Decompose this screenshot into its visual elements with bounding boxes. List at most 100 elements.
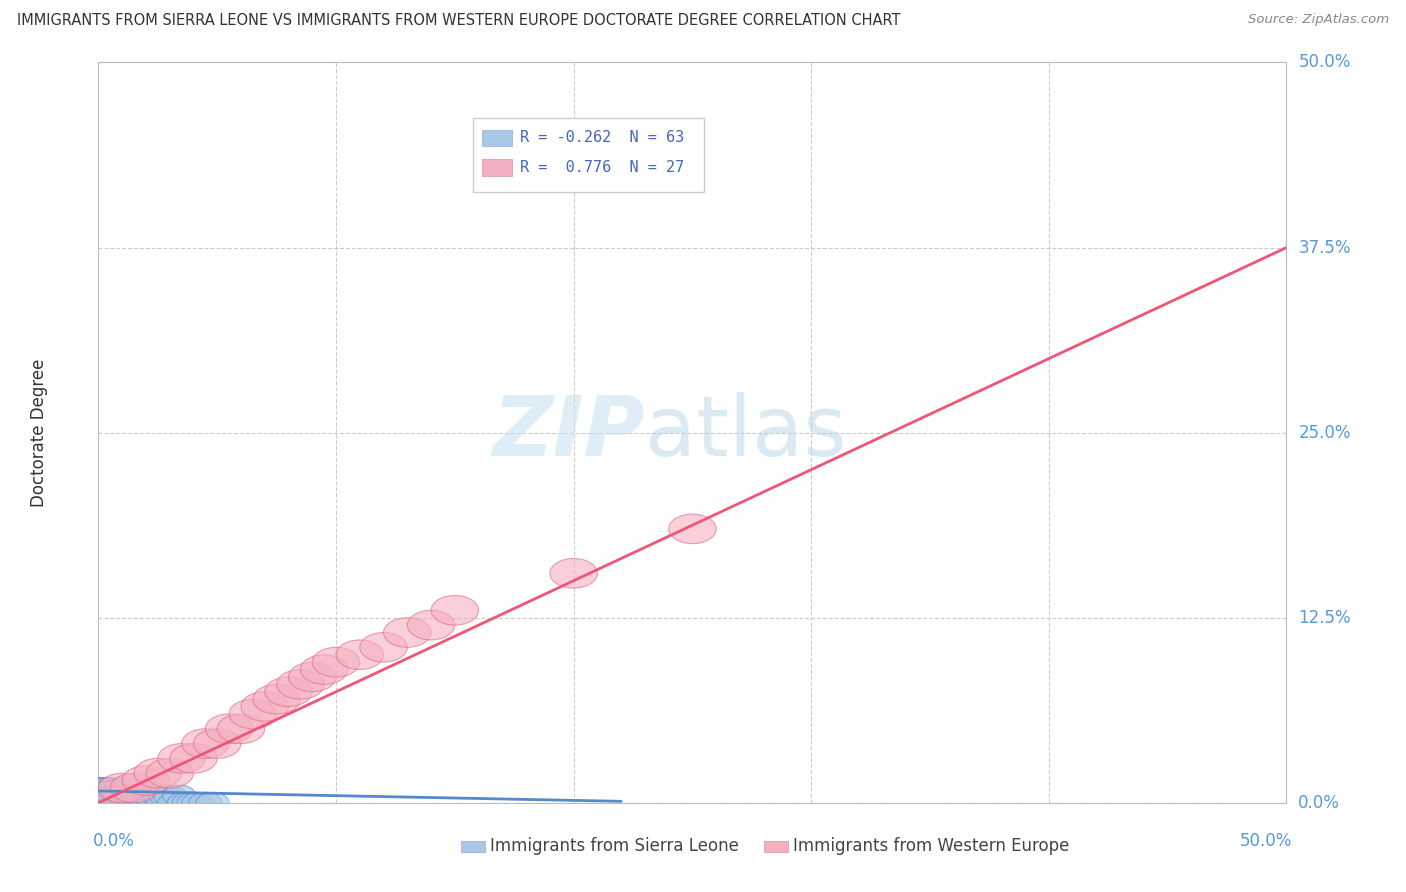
- Text: 12.5%: 12.5%: [1298, 608, 1351, 627]
- Circle shape: [110, 773, 157, 803]
- Circle shape: [129, 792, 163, 814]
- Circle shape: [312, 648, 360, 677]
- Circle shape: [205, 714, 253, 744]
- Circle shape: [384, 617, 432, 648]
- Text: Source: ZipAtlas.com: Source: ZipAtlas.com: [1249, 13, 1389, 27]
- Circle shape: [98, 792, 132, 814]
- Circle shape: [120, 785, 153, 805]
- Circle shape: [177, 792, 209, 814]
- Circle shape: [134, 758, 181, 788]
- Text: Immigrants from Western Europe: Immigrants from Western Europe: [793, 838, 1070, 855]
- Text: 50.0%: 50.0%: [1240, 832, 1292, 850]
- Circle shape: [118, 792, 150, 814]
- Circle shape: [98, 785, 132, 805]
- Circle shape: [108, 785, 141, 805]
- Circle shape: [122, 785, 156, 805]
- Circle shape: [105, 785, 139, 805]
- Text: atlas: atlas: [645, 392, 846, 473]
- Circle shape: [170, 744, 217, 773]
- Circle shape: [110, 785, 143, 805]
- Circle shape: [146, 758, 194, 788]
- Circle shape: [94, 792, 127, 814]
- Circle shape: [82, 792, 115, 814]
- Circle shape: [264, 677, 312, 706]
- Circle shape: [188, 792, 222, 814]
- Circle shape: [167, 792, 201, 814]
- Circle shape: [277, 670, 325, 699]
- Circle shape: [98, 773, 146, 803]
- FancyBboxPatch shape: [472, 118, 704, 192]
- Circle shape: [669, 514, 716, 543]
- Circle shape: [82, 778, 115, 798]
- FancyBboxPatch shape: [482, 130, 512, 146]
- Circle shape: [408, 610, 456, 640]
- Text: Doctorate Degree: Doctorate Degree: [30, 359, 48, 507]
- Circle shape: [253, 684, 301, 714]
- Circle shape: [194, 729, 240, 758]
- Circle shape: [136, 792, 170, 814]
- Circle shape: [87, 792, 120, 814]
- Circle shape: [288, 662, 336, 692]
- Circle shape: [94, 778, 127, 798]
- Circle shape: [125, 785, 157, 805]
- Circle shape: [84, 792, 118, 814]
- Text: 25.0%: 25.0%: [1298, 424, 1351, 442]
- Circle shape: [118, 785, 150, 805]
- Circle shape: [157, 744, 205, 773]
- FancyBboxPatch shape: [461, 840, 485, 853]
- Circle shape: [89, 778, 122, 798]
- FancyBboxPatch shape: [482, 160, 512, 176]
- Circle shape: [96, 785, 129, 805]
- Circle shape: [132, 785, 165, 805]
- Circle shape: [240, 692, 288, 722]
- Circle shape: [84, 785, 118, 805]
- Circle shape: [89, 785, 122, 805]
- Circle shape: [82, 792, 115, 814]
- Circle shape: [148, 785, 181, 805]
- Circle shape: [153, 785, 187, 805]
- Circle shape: [134, 785, 167, 805]
- FancyBboxPatch shape: [763, 840, 787, 853]
- Circle shape: [103, 792, 136, 814]
- Circle shape: [550, 558, 598, 588]
- Circle shape: [110, 792, 143, 814]
- Text: R =  0.776  N = 27: R = 0.776 N = 27: [520, 160, 685, 175]
- Circle shape: [127, 785, 160, 805]
- Circle shape: [172, 792, 205, 814]
- Circle shape: [82, 785, 115, 805]
- Circle shape: [301, 655, 347, 684]
- Circle shape: [105, 778, 139, 798]
- Text: ZIP: ZIP: [492, 392, 645, 473]
- Circle shape: [87, 785, 120, 805]
- Circle shape: [181, 729, 229, 758]
- Circle shape: [122, 765, 170, 796]
- Circle shape: [82, 778, 115, 798]
- Circle shape: [157, 792, 191, 814]
- Circle shape: [146, 792, 179, 814]
- Circle shape: [91, 785, 125, 805]
- Circle shape: [91, 792, 125, 814]
- Text: Immigrants from Sierra Leone: Immigrants from Sierra Leone: [491, 838, 740, 855]
- Circle shape: [141, 785, 174, 805]
- Circle shape: [432, 596, 478, 625]
- Text: 0.0%: 0.0%: [93, 832, 135, 850]
- Circle shape: [217, 714, 264, 744]
- Circle shape: [82, 792, 115, 814]
- Circle shape: [82, 792, 115, 814]
- Circle shape: [84, 792, 118, 814]
- Text: IMMIGRANTS FROM SIERRA LEONE VS IMMIGRANTS FROM WESTERN EUROPE DOCTORATE DEGREE : IMMIGRANTS FROM SIERRA LEONE VS IMMIGRAN…: [17, 13, 900, 29]
- Circle shape: [94, 785, 127, 805]
- Circle shape: [101, 792, 134, 814]
- Circle shape: [360, 632, 408, 662]
- Circle shape: [82, 785, 115, 805]
- Circle shape: [89, 792, 122, 814]
- Text: 50.0%: 50.0%: [1298, 54, 1351, 71]
- Text: 37.5%: 37.5%: [1298, 238, 1351, 257]
- Circle shape: [229, 699, 277, 729]
- Circle shape: [115, 785, 148, 805]
- Circle shape: [143, 785, 177, 805]
- Circle shape: [96, 792, 129, 814]
- Circle shape: [82, 792, 115, 814]
- Circle shape: [101, 785, 134, 805]
- Text: R = -0.262  N = 63: R = -0.262 N = 63: [520, 130, 685, 145]
